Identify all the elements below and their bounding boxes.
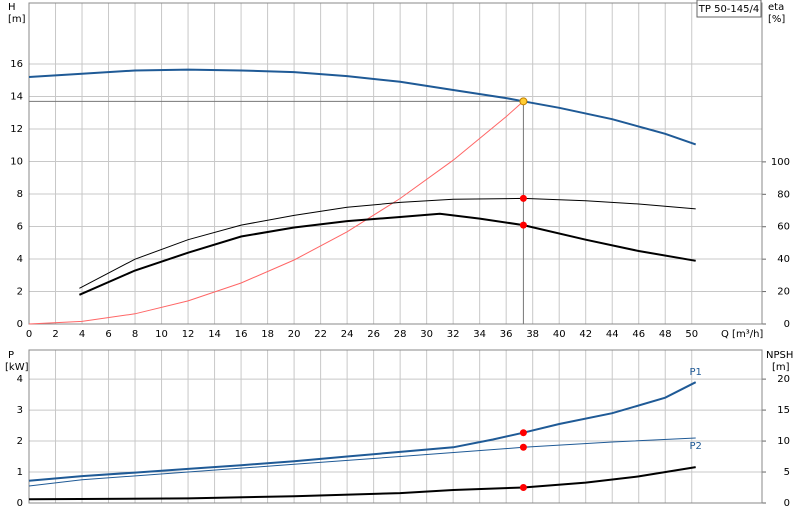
y2-axis-label: eta [768,2,784,13]
x-tick-label: 0 [26,329,32,340]
x-tick-label: 48 [659,329,672,340]
y2-axis-label: NPSH [766,350,793,361]
y-tick-label: 4 [17,254,23,265]
x-tick-label: 4 [79,329,85,340]
title-box [696,0,762,18]
y2-tick-label: 100 [771,157,790,168]
series-line [79,197,696,289]
x-tick-label: 44 [606,329,619,340]
x-tick-label: 42 [579,329,592,340]
y2-tick-label: 0 [784,319,790,330]
y-tick-label: 14 [10,91,23,102]
series-line [78,212,696,296]
duty-point [519,443,527,451]
y2-tick-label: 40 [777,254,790,265]
plot-area [29,3,762,324]
plot-border [28,349,763,504]
series-line [28,466,696,501]
y2-tick-label: 5 [784,467,790,478]
y-tick-label: 0 [17,498,23,509]
series-label: P1 [690,367,702,378]
x-tick-label: 30 [420,329,433,340]
duty-point [519,429,527,437]
x-tick-label: 40 [553,329,566,340]
series-line [28,68,697,146]
y2-tick-label: 80 [777,189,790,200]
y2-axis-unit: [%] [768,14,785,25]
x-tick-label: 22 [314,329,327,340]
y-tick-label: 1 [17,467,23,478]
y-axis-unit: [m] [8,14,26,25]
y-axis-label: P [8,350,14,361]
x-tick-label: 28 [394,329,407,340]
y2-tick-label: 20 [777,374,790,385]
y-tick-label: 2 [17,436,23,447]
y-tick-label: 4 [17,374,23,385]
plot-border [28,2,763,325]
y-tick-label: 12 [10,124,23,135]
x-tick-label: 32 [447,329,460,340]
y-tick-label: 8 [17,189,23,200]
y-axis-label: H [8,2,16,13]
x-tick-label: 24 [341,329,354,340]
x-tick-label: 36 [500,329,513,340]
y-tick-label: 2 [17,286,23,297]
x-tick-label: 18 [261,329,274,340]
y2-axis-unit: [m] [772,362,790,373]
duty-point [519,97,528,106]
plot-area [29,350,762,503]
x-tick-label: 2 [52,329,58,340]
x-tick-label: 10 [155,329,168,340]
y2-tick-label: 0 [784,498,790,509]
duty-point [519,194,527,202]
series-line [28,437,696,487]
x-tick-label: 38 [526,329,539,340]
duty-point [519,221,527,229]
x-tick-label: 26 [367,329,380,340]
x-tick-label: 46 [632,329,645,340]
x-tick-label: 12 [182,329,195,340]
y2-tick-label: 15 [777,405,790,416]
y-tick-label: 16 [10,59,23,70]
y2-tick-label: 60 [777,222,790,233]
x-tick-label: 20 [288,329,301,340]
y-tick-label: 10 [10,156,23,167]
x-tick-label: 16 [235,329,248,340]
y-tick-label: 6 [17,221,23,232]
x-axis-label: Q [m³/h] [721,329,763,340]
series-line [28,381,697,482]
x-tick-label: 14 [208,329,221,340]
series-line [28,100,524,325]
x-tick-label: 6 [105,329,111,340]
y-tick-label: 0 [17,319,23,330]
duty-point [519,484,527,492]
x-tick-label: 34 [473,329,486,340]
series-label: P2 [690,441,702,452]
y-axis-unit: [kW] [5,362,29,373]
x-tick-label: 8 [132,329,138,340]
y2-tick-label: 10 [777,436,790,447]
x-tick-label: 50 [685,329,698,340]
y-tick-label: 3 [17,405,23,416]
y2-tick-label: 20 [777,287,790,298]
chart-title: TP 50-145/4 [698,4,759,15]
